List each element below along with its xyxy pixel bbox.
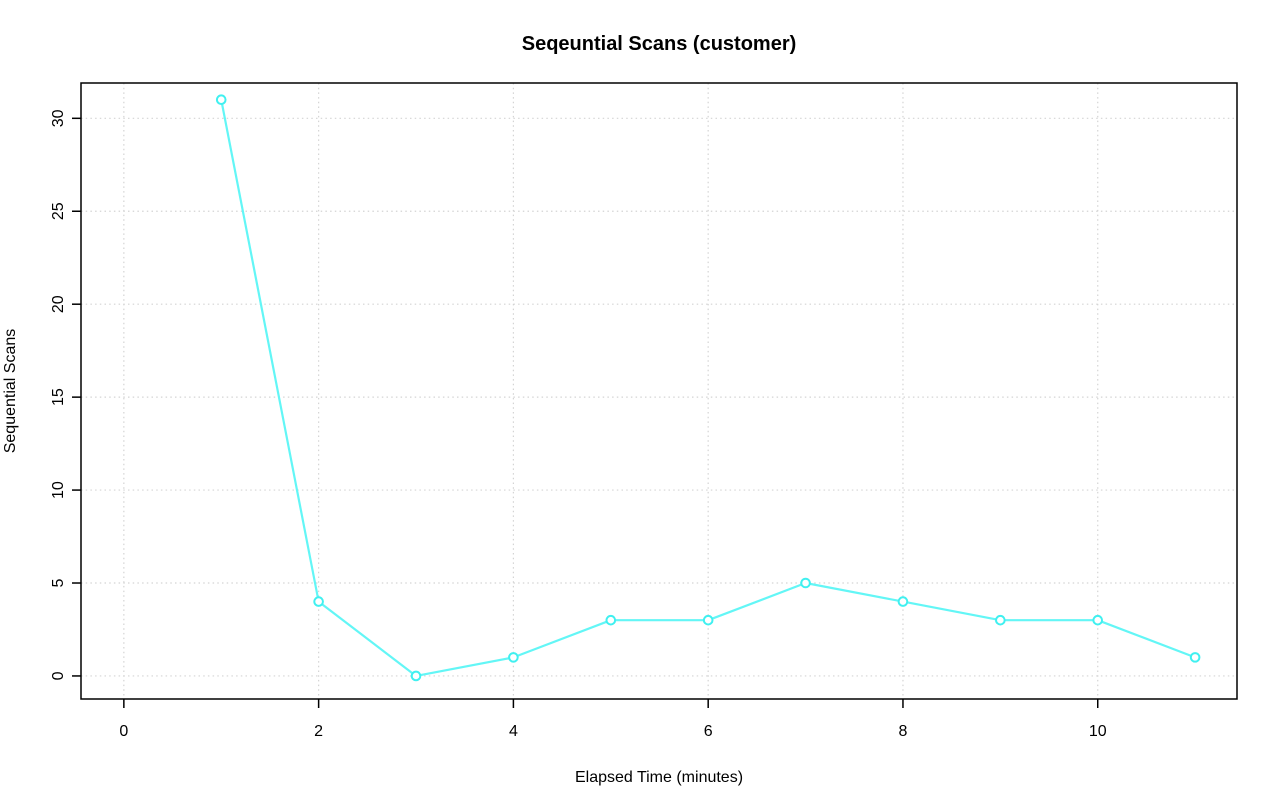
data-point	[897, 596, 909, 607]
data-point	[410, 670, 422, 682]
data-point	[605, 614, 617, 626]
data-point	[995, 614, 1006, 626]
x-tick-label: 10	[1089, 723, 1107, 740]
y-tick-label: 15	[50, 388, 67, 406]
x-tick-label: 0	[119, 723, 128, 740]
data-line	[220, 98, 1197, 678]
data-point	[702, 614, 714, 626]
data-point	[215, 94, 227, 106]
chart-title: Seqeuntial Scans (customer)	[522, 33, 797, 55]
x-tick-label: 4	[509, 723, 518, 740]
y-tick-label: 10	[50, 481, 67, 499]
data-point	[313, 596, 324, 607]
y-tick-label: 25	[50, 202, 67, 220]
plot-border	[80, 82, 1238, 700]
data-point	[508, 652, 519, 663]
data-point	[800, 577, 811, 589]
y-tick-label: 5	[50, 578, 67, 587]
x-tick-label: 2	[314, 723, 323, 740]
y-tick-label: 30	[50, 109, 67, 127]
y-tick-label: 20	[50, 295, 67, 313]
x-tick-label: 8	[899, 723, 908, 740]
x-tick-label: 6	[704, 723, 713, 740]
y-axis-label: Sequential Scans	[2, 329, 19, 454]
data-point	[1092, 614, 1104, 626]
y-tick-label: 0	[50, 671, 67, 680]
x-axis-label: Elapsed Time (minutes)	[575, 769, 743, 786]
chart-plot-layer: 0 2 4 6 8 10 0 5 10 15 20 25 30	[50, 82, 1238, 740]
data-point	[1189, 652, 1201, 663]
